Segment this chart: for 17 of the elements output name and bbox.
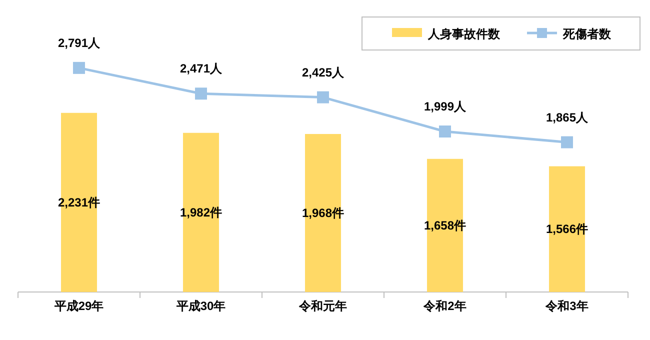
point xyxy=(317,91,329,104)
point xyxy=(195,88,207,100)
x-tick-label: 平成30年 xyxy=(175,299,226,313)
point xyxy=(439,126,451,138)
data-label: 2,425人 xyxy=(302,65,346,80)
x-tick-label: 令和元年 xyxy=(298,299,347,313)
legend-label: 死傷者数 xyxy=(562,27,612,41)
legend-label: 人身事故件数 xyxy=(427,27,501,41)
data-label: 2,471人 xyxy=(180,62,224,76)
data-label: 1,865人 xyxy=(546,110,590,124)
x-tick-label: 令和2年 xyxy=(422,299,466,313)
data-label: 2,791人 xyxy=(58,36,102,50)
point xyxy=(561,136,573,148)
x-tick-label: 平成29年 xyxy=(53,299,104,313)
point xyxy=(73,62,85,74)
x-tick-label: 令和3年 xyxy=(544,299,588,313)
data-label: 1,999人 xyxy=(424,100,468,114)
